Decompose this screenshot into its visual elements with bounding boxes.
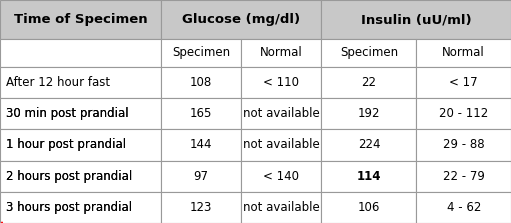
Text: 165: 165 bbox=[190, 107, 212, 120]
Text: not available: not available bbox=[243, 138, 320, 151]
Bar bbox=[321, 161, 416, 192]
Bar bbox=[0, 192, 161, 223]
Bar bbox=[416, 67, 511, 98]
Text: 192: 192 bbox=[358, 107, 380, 120]
Text: Glucose (mg/dl): Glucose (mg/dl) bbox=[182, 13, 300, 26]
Bar bbox=[321, 39, 416, 67]
Text: 97: 97 bbox=[194, 170, 208, 183]
Text: 2 hours post prandial: 2 hours post prandial bbox=[6, 170, 132, 183]
Text: Specimen: Specimen bbox=[172, 46, 230, 60]
Bar bbox=[416, 98, 511, 129]
Text: 22: 22 bbox=[361, 76, 377, 89]
Bar bbox=[161, 0, 321, 39]
Bar bbox=[321, 0, 511, 39]
Text: Insulin (uU/ml): Insulin (uU/ml) bbox=[361, 13, 472, 26]
Bar bbox=[161, 161, 241, 192]
Bar bbox=[321, 67, 416, 98]
Bar bbox=[0, 129, 161, 161]
Text: not available: not available bbox=[243, 107, 320, 120]
Bar bbox=[241, 161, 321, 192]
Text: 4 - 62: 4 - 62 bbox=[447, 201, 481, 214]
Text: 30 min post prandial: 30 min post prandial bbox=[6, 107, 129, 120]
Bar bbox=[0, 0, 161, 39]
Bar bbox=[0, 161, 161, 192]
Bar bbox=[416, 161, 511, 192]
Bar bbox=[241, 129, 321, 161]
Text: 20 - 112: 20 - 112 bbox=[439, 107, 489, 120]
Bar bbox=[241, 192, 321, 223]
Text: 123: 123 bbox=[190, 201, 212, 214]
Text: 29 - 88: 29 - 88 bbox=[443, 138, 484, 151]
Text: < 17: < 17 bbox=[449, 76, 478, 89]
Text: Normal: Normal bbox=[260, 46, 303, 60]
Text: 30 min post prandial: 30 min post prandial bbox=[6, 107, 129, 120]
Text: 114: 114 bbox=[357, 170, 381, 183]
Text: 144: 144 bbox=[190, 138, 213, 151]
Text: After 12 hour fast: After 12 hour fast bbox=[6, 76, 110, 89]
Text: 1 hour post prandial: 1 hour post prandial bbox=[6, 138, 126, 151]
Bar bbox=[241, 67, 321, 98]
Text: 108: 108 bbox=[190, 76, 212, 89]
Text: 1 hour post prandial: 1 hour post prandial bbox=[6, 138, 126, 151]
Text: 3 hours post prandial: 3 hours post prandial bbox=[6, 201, 132, 214]
Text: 3 hours post prandial: 3 hours post prandial bbox=[6, 201, 132, 214]
Bar bbox=[161, 98, 241, 129]
Bar bbox=[321, 98, 416, 129]
Bar bbox=[161, 39, 241, 67]
Bar bbox=[321, 192, 416, 223]
Text: 224: 224 bbox=[358, 138, 380, 151]
Text: < 140: < 140 bbox=[263, 170, 299, 183]
Bar bbox=[241, 39, 321, 67]
Text: 2 hours post prandial: 2 hours post prandial bbox=[6, 170, 132, 183]
Bar bbox=[416, 39, 511, 67]
Bar bbox=[416, 129, 511, 161]
Bar bbox=[161, 192, 241, 223]
Text: not available: not available bbox=[243, 201, 320, 214]
Text: Time of Specimen: Time of Specimen bbox=[14, 13, 147, 26]
Bar bbox=[161, 129, 241, 161]
Text: Specimen: Specimen bbox=[340, 46, 398, 60]
Text: 22 - 79: 22 - 79 bbox=[443, 170, 484, 183]
Bar bbox=[241, 98, 321, 129]
Text: 106: 106 bbox=[358, 201, 380, 214]
Text: Normal: Normal bbox=[443, 46, 485, 60]
Bar bbox=[0, 98, 161, 129]
Text: < 110: < 110 bbox=[263, 76, 299, 89]
Bar bbox=[0, 39, 161, 67]
Bar bbox=[321, 129, 416, 161]
Bar bbox=[416, 192, 511, 223]
Bar bbox=[0, 67, 161, 98]
Bar bbox=[161, 67, 241, 98]
